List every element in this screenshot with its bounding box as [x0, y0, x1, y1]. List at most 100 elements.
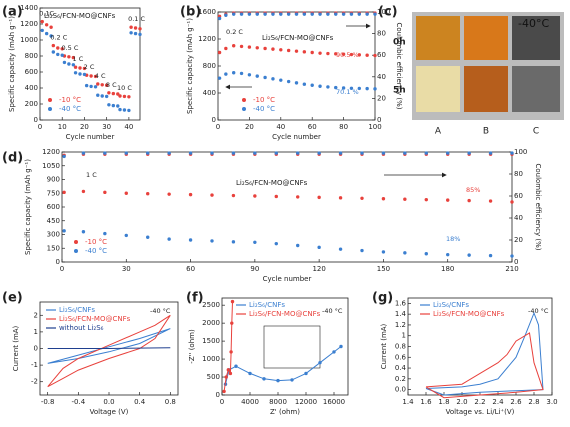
y-tick-label: 0: [56, 258, 60, 266]
data-point: [62, 190, 66, 195]
row-label: 0h: [393, 38, 406, 48]
y-tick-label: 400: [25, 84, 38, 92]
data-point: [51, 43, 56, 48]
legend-label: -40 °C: [253, 105, 275, 113]
series-line: [47, 347, 171, 349]
data-point: [373, 87, 377, 91]
annotation: 8 C: [106, 81, 117, 89]
x-tick-label: 0.4: [134, 398, 146, 406]
data-point: [62, 154, 66, 159]
panel-label: (f): [186, 291, 204, 306]
x-tick-label: -0.8: [41, 398, 55, 406]
data-point: [129, 31, 133, 35]
data-point: [100, 94, 104, 98]
data-point: [253, 151, 257, 155]
data-point: [279, 48, 283, 52]
data-point: [296, 195, 300, 199]
x-tick-label: 1.4: [402, 398, 414, 406]
x-axis-label: Cycle number: [272, 133, 321, 141]
data-point: [133, 31, 138, 36]
data-point: [67, 62, 71, 66]
data-point: [122, 108, 127, 112]
x-tick-label: 0: [216, 123, 220, 131]
data-point: [73, 65, 78, 69]
y-tick-label: 600: [25, 68, 38, 76]
annotation: 0.1 C: [128, 15, 145, 23]
y2-axis-label: Coulombic efficiency (%): [534, 163, 542, 250]
x-tick-label: 12000: [295, 398, 317, 406]
x-tick-label: 210: [505, 265, 518, 273]
data-point: [62, 60, 67, 65]
data-point: [365, 12, 369, 16]
data-point: [44, 23, 49, 27]
data-point: [317, 151, 321, 155]
y-tick-label: 1200: [20, 20, 38, 28]
data-point: [467, 253, 471, 257]
data-point: [230, 321, 234, 325]
x-tick-label: 8000: [269, 398, 287, 406]
data-point: [188, 238, 193, 242]
data-point: [124, 233, 128, 238]
series-line: [225, 346, 342, 385]
data-point: [234, 364, 238, 368]
data-point: [326, 51, 330, 56]
data-point: [138, 32, 142, 37]
data-point: [310, 83, 314, 87]
data-point: [255, 12, 259, 16]
data-point: [129, 25, 133, 29]
y-tick-label: 1.4: [395, 310, 407, 318]
data-point: [116, 92, 120, 96]
data-point: [341, 12, 346, 16]
data-point: [271, 77, 275, 81]
vial: [416, 66, 460, 112]
data-point: [263, 75, 267, 80]
y-tick-label: 1.6: [395, 299, 407, 307]
data-point: [224, 46, 228, 51]
legend-swatch: [74, 249, 78, 253]
data-point: [381, 197, 386, 201]
legend-label: Li₂S₆/CNFs: [249, 301, 285, 309]
y2-tick-label: 60: [514, 192, 523, 200]
data-point: [373, 12, 377, 16]
data-point: [82, 66, 87, 71]
data-point: [60, 47, 64, 51]
data-point: [294, 49, 299, 53]
data-point: [424, 197, 428, 202]
data-point: [124, 191, 128, 195]
data-point: [81, 189, 86, 194]
data-point: [93, 74, 98, 79]
data-point: [81, 230, 86, 234]
x-axis-label: Voltage vs. Li/Li⁺(V): [446, 408, 515, 416]
x-tick-label: 120: [312, 265, 325, 273]
data-point: [488, 151, 493, 155]
x-tick-label: 2.2: [474, 398, 485, 406]
y-tick-label: 0: [212, 116, 216, 124]
x-tick-label: 60: [308, 123, 317, 131]
data-point: [44, 31, 49, 36]
data-point: [286, 79, 291, 84]
x-tick-label: 10: [58, 123, 67, 131]
panel-label: (d): [2, 151, 23, 166]
legend-label: -40 °C: [59, 105, 81, 113]
data-point: [116, 104, 120, 108]
data-point: [446, 151, 450, 155]
series-line: [425, 311, 544, 396]
data-point: [217, 76, 222, 80]
x-tick-label: 2.0: [456, 398, 467, 406]
legend-label: -10 °C: [253, 96, 275, 104]
x-tick-label: 0.0: [103, 398, 114, 406]
data-point: [318, 51, 322, 55]
data-point: [232, 71, 236, 75]
annotation: -40 °C: [528, 307, 549, 315]
data-point: [71, 63, 76, 67]
x-tick-label: 30: [102, 123, 111, 131]
x-tick-label: 180: [441, 265, 454, 273]
data-point: [349, 86, 354, 90]
data-point: [334, 12, 338, 16]
data-point: [231, 193, 236, 198]
chart-title: Li₂S₆/FCN-MO@CNFs: [262, 34, 334, 42]
y2-tick-label: 100: [377, 8, 390, 16]
x-axis-label: Voltage (V): [90, 408, 129, 416]
y-tick-label: 800: [25, 52, 38, 60]
